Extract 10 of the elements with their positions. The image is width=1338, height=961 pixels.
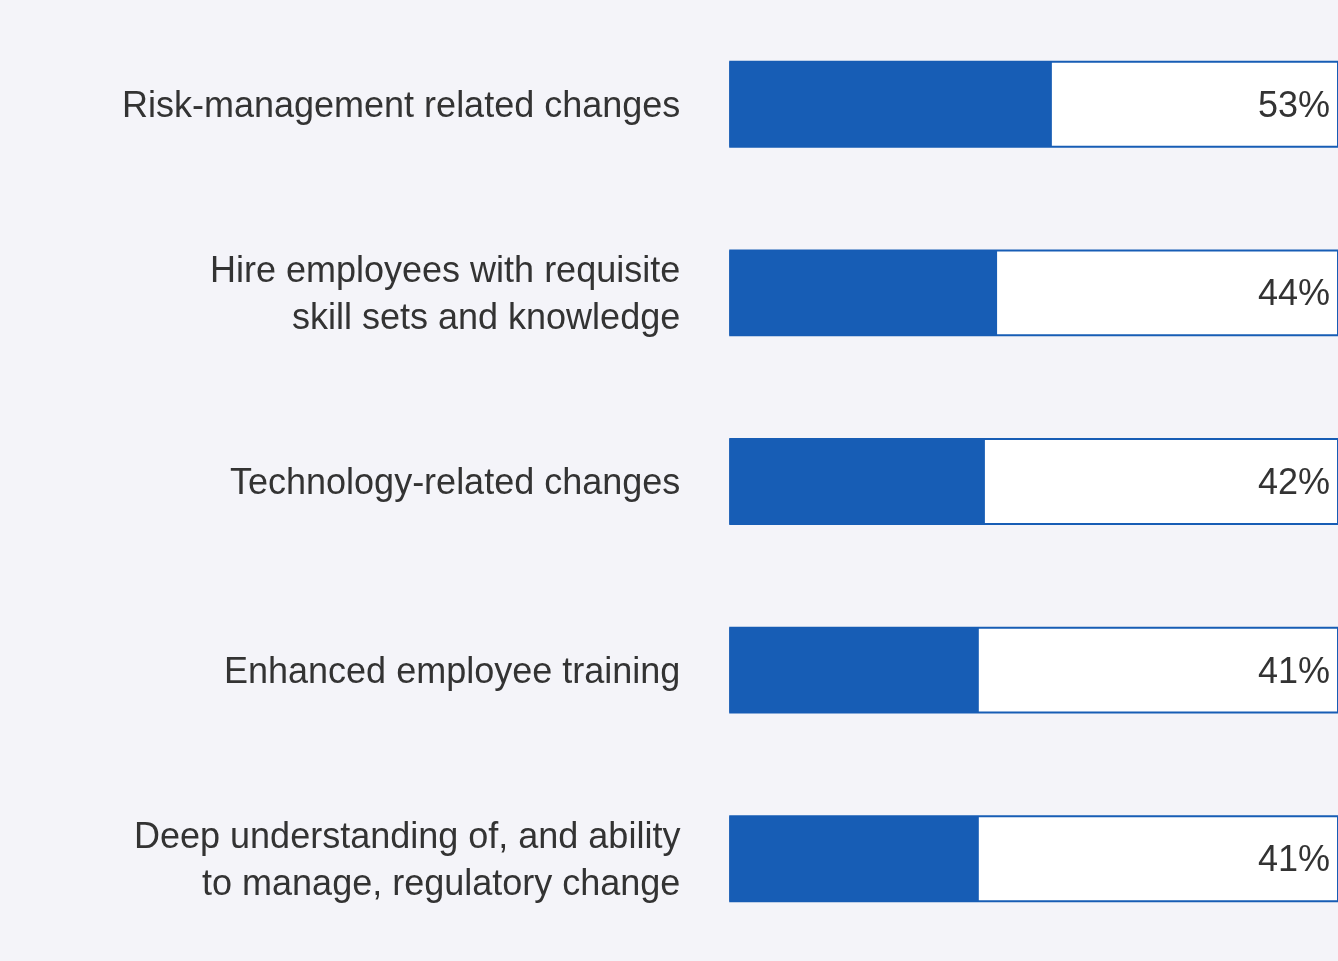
y-tick-label: Deep understanding of, and ability to manage, regulatory change xyxy=(134,815,681,903)
data-label: 53% xyxy=(1258,84,1331,125)
data-label: 42% xyxy=(1258,461,1331,502)
data-label: 41% xyxy=(1258,650,1331,691)
y-tick-label: Risk-management related changes xyxy=(122,84,681,125)
data-label: 41% xyxy=(1258,838,1331,879)
y-tick-label: Hire employees with requisite skill sets and knowledge xyxy=(210,249,681,337)
data-label: 44% xyxy=(1258,272,1331,313)
y-tick-label: Enhanced employee training xyxy=(224,650,681,691)
y-tick-label: Technology-related changes xyxy=(230,461,681,502)
